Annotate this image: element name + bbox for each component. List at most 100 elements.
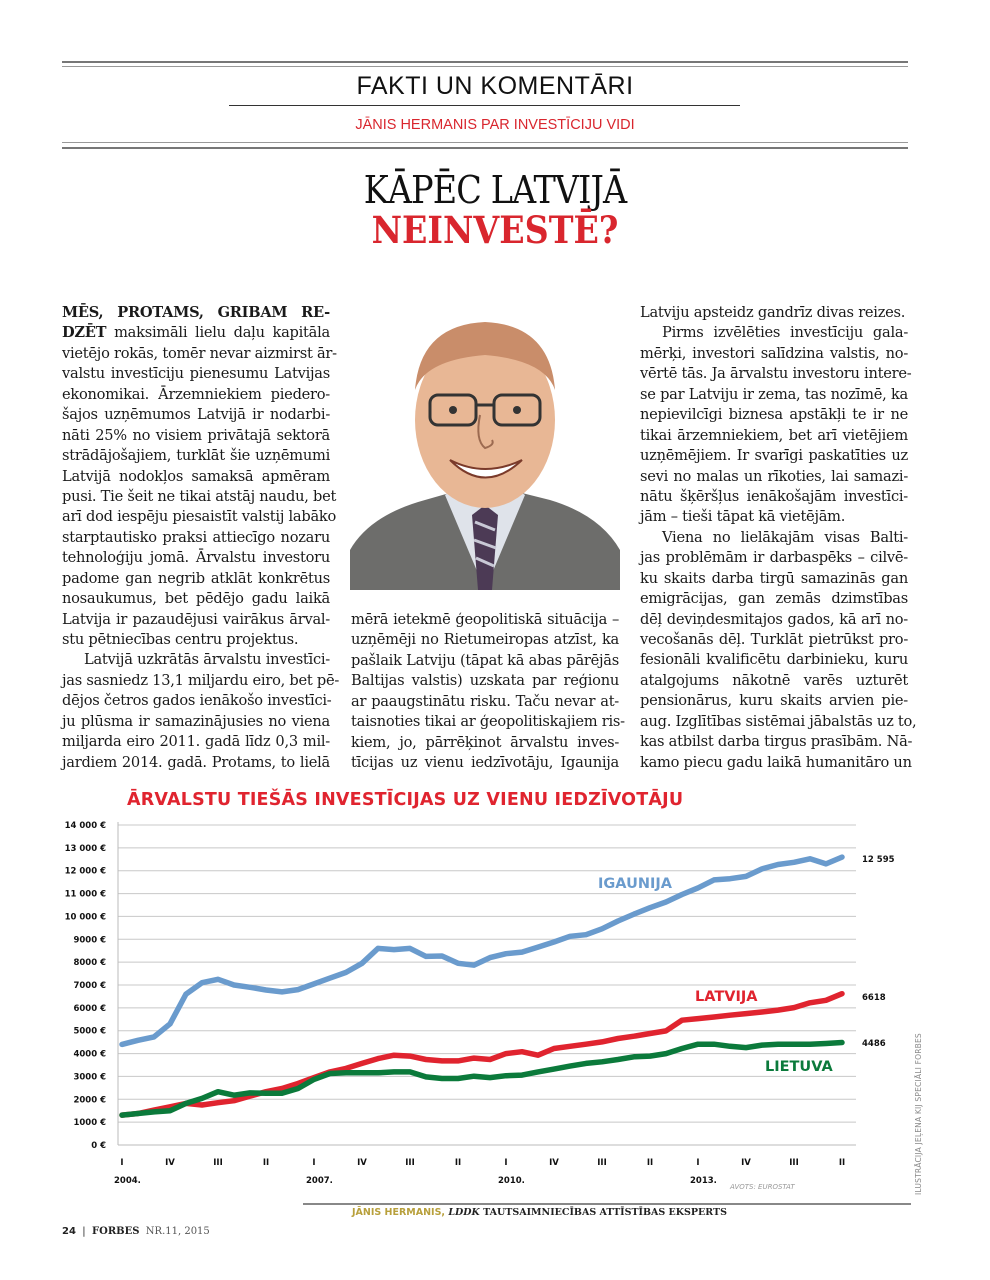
line-text: ekonomikai. Ārzemniekiem piedero- [62,385,330,403]
line-text: šajos uzņēmumos Latvijā ir nodarbi- [62,406,330,424]
line-text: jas problēmām ir darbaspēks – cilvē- [640,549,908,567]
page-footer: 24 | FORBES NR.11, 2015 [62,1226,210,1237]
line-text: stu pētniecības centru projektus. [62,631,299,648]
end-value-label: 12 595 [862,855,895,865]
article-line: nosaukumus, bet pēdējo gadu laikā [62,589,330,609]
line-text: dējos četros gados ienākošo investīci- [62,692,332,710]
y-tick-label: 11 000 € [65,890,106,900]
series-label: LIETUVA [765,1059,833,1075]
article-line: jardiem 2014. gadā. Protams, to lielā [62,753,330,773]
line-text: sevi no malas un rīkoties, lai samazi- [640,467,908,485]
x-tick-label: IV [357,1158,367,1168]
series-line-latvija [119,990,845,1118]
line-text: Latvija ir pazaudējusi vairākus ārval- [62,610,330,628]
article-line: atalgojums nākotnē varēs uzturēt [640,671,908,691]
line-text: strādājošajiem, turklāt šie uzņēmumi [62,447,330,465]
series-label: IGAUNIJA [598,876,673,892]
article-line: stu pētniecības centru projektus. [62,630,330,650]
portrait-illustration [350,300,620,590]
line-text: miljarda eiro 2011. gadā līdz 0,3 mil- [62,733,330,751]
article-line: jām – tieši tāpat kā vietējām. [640,507,908,527]
line-text: emigrācijas, gan zemās dzimstības [640,590,908,608]
article-line: fesionāli kvalificētu darbinieku, kuru [640,650,908,670]
lead-in: DZĒT [62,324,107,342]
x-tick-label: III [789,1158,799,1168]
source-note: AVOTS: EUROSTAT [729,1183,795,1191]
article-line: nātu šķēršļus ienākošajām investīci- [640,487,908,507]
y-tick-label: 6000 € [73,1004,106,1014]
x-tick-label: II [455,1158,461,1168]
line-text: ku skaits darba tirgū samazinās gan [640,569,908,587]
article-line: kas atbilst darba tirgus prasībām. Nā- [640,732,912,752]
line-text: se par Latviju ir zema, tas nozīmē, ka [640,385,908,403]
line-text: pusi. Tie šeit ne tikai atstāj naudu, be… [62,487,337,505]
article-line: Baltijas valstis) uzskata par reģionu [351,671,619,691]
article-line: Pirms izvēlēties investīciju gala- [640,323,908,343]
x-tick-label: I [312,1158,315,1168]
line-text: vecošanās dēļ. Turklāt pietrūkst pro- [640,631,908,648]
illustration-credit: ILUSTRĀCIJA JEĻENA KIJ SPECIĀLI FORBES [914,1033,923,1195]
year-label: 2013. [690,1176,717,1186]
article-line: MĒS, PROTAMS, GRIBAM RE- [62,303,330,323]
line-text: kas atbilst darba tirgus prasībām. Nā- [640,733,913,751]
line-text: Latvijā uzkrātās ārvalstu investīci- [84,651,330,669]
article-line: vecošanās dēļ. Turklāt pietrūkst pro- [640,630,908,650]
line-text: valstu investīciju pienesumu Latvijas [62,365,330,383]
article-line: strādājošajiem, turklāt šie uzņēmumi [62,446,330,466]
line-text: jas sasniedz 13,1 miljardu eiro, bet pē- [62,671,340,689]
line-text: taisnoties tikai ar ģeopolitiskajiem ris… [351,713,625,731]
headline-line1: KĀPĒC LATVIJĀ [363,168,627,212]
x-tick-label: IV [741,1158,751,1168]
author-caption: JĀNIS HERMANIS, LDDK TAUTSAIMNIECĪBAS AT… [352,1207,727,1218]
article-line: emigrācijas, gan zemās dzimstības [640,589,908,609]
section-divider [229,105,740,106]
caption-rule [303,1203,911,1205]
article-line: Latvijā nodokļos samaksā apmēram [62,467,330,487]
x-tick-label: II [263,1158,269,1168]
kicker: JĀNIS HERMANIS PAR INVESTĪCIJU VIDI [355,117,635,133]
article-line: starptautisko praksi attiecīgo nozaru [62,528,330,548]
series-label: LATVIJA [695,989,758,1005]
x-tick-label: III [597,1158,607,1168]
line-text: jām – tieši tāpat kā vietējām. [640,508,846,526]
article-line: nepievilcīgi biznesa apstākļi te ir ne [640,405,908,425]
line-text: uzņēmēji no Rietumeiropas atzīst, ka [351,631,619,649]
y-tick-label: 9000 € [73,935,106,945]
article-line: šajos uzņēmumos Latvijā ir nodarbi- [62,405,330,425]
x-tick-label: IV [549,1158,559,1168]
line-text: tikai ārzemniekiem, bet arī vietējiem [640,426,908,444]
y-tick-label: 8000 € [73,958,106,968]
line-text: nātu šķēršļus ienākošajām investīci- [640,487,908,505]
line-text: dēļ deviņdesmitajos gados, kā arī no- [640,610,908,628]
y-tick-label: 4000 € [73,1050,106,1060]
article-line: taisnoties tikai ar ģeopolitiskajiem ris… [351,712,625,732]
article-line: ju plūsma ir samazinājusies no viena [62,712,330,732]
article-line: kamo piecu gadu laikā humanitāro un [640,753,912,773]
line-text: jardiem 2014. gadā. Protams, to lielā [62,753,330,771]
line-text: fesionāli kvalificētu darbinieku, kuru [640,651,908,669]
line-text: kiem, jo, pārrēķinot ārvalstu inves- [351,733,619,751]
chart-title: ĀRVALSTU TIEŠĀS INVESTĪCIJAS UZ VIENU IE… [127,790,684,810]
article-line: padome gan negrib atklāt konkrētus [62,569,330,589]
magazine-brand: FORBES [92,1226,140,1237]
article-line: Latvijā uzkrātās ārvalstu investīci- [62,650,330,670]
line-text: pašlaik Latviju (tāpat kā abas pārējās [351,651,619,669]
author-name: JĀNIS HERMANIS, [352,1207,446,1218]
line-text: aug. Izglītības sistēmai jābalstās uz to… [640,712,917,730]
end-value-label: 6618 [862,993,886,1003]
line-text: nosaukumus, bet pēdējo gadu laikā [62,590,330,608]
line-text: padome gan negrib atklāt konkrētus [62,569,330,587]
article-line: nāti 25% no visiem privātajā sektorā [62,426,330,446]
article-line: sevi no malas un rīkoties, lai samazi- [640,467,908,487]
line-text: tīcijas uz vienu iedzīvotāju, Igaunija [351,754,619,772]
article-line: pensionārus, kuru skaits arvien pie- [640,691,908,711]
line-text: mērķi, investori salīdzina valstis, no- [640,344,908,362]
line-text: nepievilcīgi biznesa apstākļi te ir ne [640,406,908,424]
x-tick-label: I [696,1158,699,1168]
series-line-igaunija [119,854,845,1048]
line-text: Latvijā nodokļos samaksā apmēram [62,467,330,485]
y-tick-label: 5000 € [73,1027,106,1037]
article-line: ku skaits darba tirgū samazinās gan [640,569,908,589]
line-text: vietējo rokās, tomēr nevar aizmirst ār- [62,344,337,362]
line-text: arī dod iespēju piesaistīt valstij labāk… [62,508,337,526]
